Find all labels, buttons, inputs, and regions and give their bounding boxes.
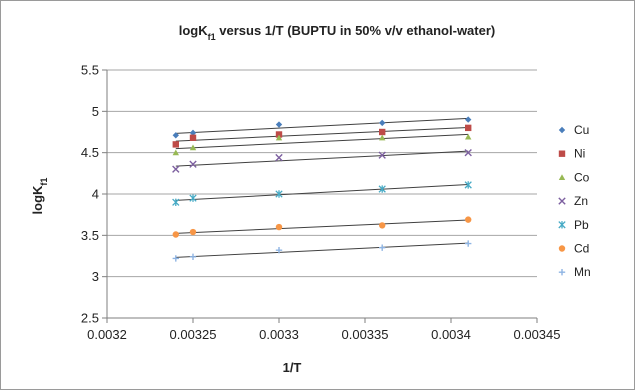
point-ni (465, 124, 472, 132)
trendline-co (175, 133, 469, 150)
point-co (465, 133, 472, 140)
data-points (172, 116, 472, 262)
point-cu (275, 121, 283, 128)
trendline-ni (175, 126, 469, 142)
trendline-mn (175, 242, 469, 258)
legend-label-cd: Cd (574, 242, 589, 256)
point-ni (275, 131, 283, 138)
point-mn (275, 247, 283, 254)
point-pb (189, 194, 197, 202)
legend-marker-cd (558, 245, 566, 252)
trendline-zn (175, 150, 469, 167)
point-pb (464, 181, 472, 189)
legend-marker-co (558, 174, 566, 180)
x-axis-label: 1/T (283, 360, 302, 375)
x-tick-label: 0.00335 (342, 327, 389, 342)
point-zn (189, 160, 197, 168)
point-ni (189, 134, 197, 141)
point-ni (379, 128, 386, 136)
point-cd (275, 223, 283, 231)
trendlines (175, 117, 469, 258)
point-pb (378, 185, 386, 193)
grid-lines (107, 69, 537, 319)
legend-marker-cu (558, 126, 566, 134)
legend-label-pb: Pb (574, 218, 589, 232)
point-mn (189, 253, 197, 261)
legend-marker-mn (558, 269, 566, 276)
legend-label-ni: Ni (574, 147, 585, 161)
point-zn (172, 165, 180, 173)
point-cu (379, 119, 386, 127)
point-co (275, 134, 283, 141)
point-cu (189, 129, 197, 137)
point-pb (275, 190, 283, 198)
point-cd (379, 222, 386, 229)
point-co (172, 149, 179, 156)
legend-label-cu: Cu (574, 123, 589, 137)
y-tick-label: 3 (92, 269, 99, 284)
y-tick-label: 4.5 (81, 145, 99, 160)
x-tick-label: 0.00325 (170, 327, 217, 342)
y-tick-labels: 2.5 3 3.5 4 4.5 5 5.5 (81, 63, 99, 326)
legend-label-co: Co (574, 170, 590, 184)
point-mn (465, 240, 472, 247)
point-cd (465, 216, 472, 223)
point-zn (378, 151, 386, 159)
trendline-pb (175, 183, 469, 201)
legend-marker-zn (558, 197, 566, 205)
chart-title: logKf1 versus 1/T (BUPTU in 50% v/v etha… (179, 23, 495, 42)
point-zn (464, 148, 472, 157)
legend-label-mn: Mn (574, 265, 591, 279)
y-tick-label: 5 (92, 104, 99, 119)
y-tick-label: 3.5 (81, 228, 99, 243)
y-tick-label: 5.5 (81, 63, 99, 78)
point-co (189, 144, 197, 151)
point-zn (275, 153, 283, 162)
legend-marker-pb (558, 221, 566, 229)
y-tick-label: 4 (92, 187, 99, 202)
point-cd (172, 231, 179, 238)
point-pb (172, 198, 180, 206)
legend-marker-ni (558, 150, 566, 157)
y-axis-label: logKf1 (30, 178, 49, 215)
legend: Cu Ni Co Zn Pb Cd Mn (558, 123, 591, 279)
x-tick-labels: 0.0032 0.00325 0.0033 0.00335 0.0034 0.00345 (87, 327, 560, 342)
point-cu (465, 116, 472, 123)
x-tick-label: 0.00345 (514, 327, 561, 342)
point-cd (189, 228, 197, 236)
point-mn (379, 244, 386, 251)
point-cu (172, 132, 179, 139)
x-tick-label: 0.0032 (87, 327, 127, 342)
legend-label-zn: Zn (574, 194, 588, 208)
x-tick-label: 0.0034 (431, 327, 471, 342)
point-mn (172, 255, 179, 262)
point-co (379, 134, 386, 141)
axes (102, 69, 538, 323)
trendline-cd (175, 219, 469, 234)
x-tick-label: 0.0033 (259, 327, 299, 342)
y-tick-label: 2.5 (81, 311, 99, 326)
point-ni (172, 141, 179, 148)
trendline-cu (175, 117, 469, 134)
